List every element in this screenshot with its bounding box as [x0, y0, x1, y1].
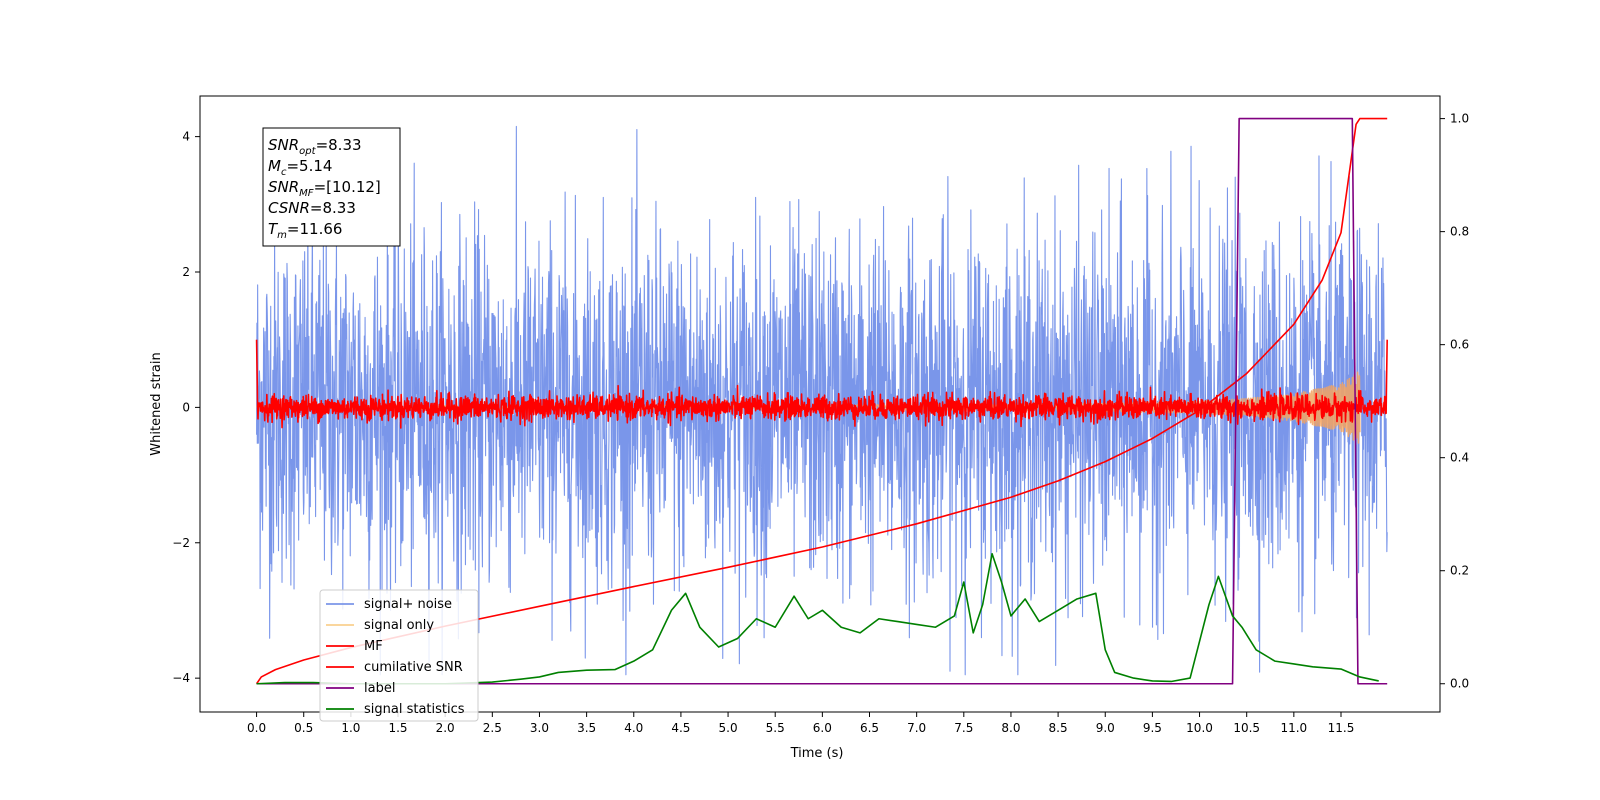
y-tick-label: 2: [182, 265, 190, 279]
series-line-signal-statistics: [256, 552, 1379, 685]
x-tick-label: 3.0: [530, 721, 549, 735]
axes-layer: 0.0 0.5 1.0 1.5 2.0 2.5 3.0 3.5 4.0 4.5 5.0 5.5 6.0 6…: [172, 95, 1469, 735]
x-tick-label: 7.5: [954, 721, 973, 735]
annotation-line: CSNR=8.33: [268, 199, 356, 217]
series-line-signal-noise: [256, 125, 1388, 676]
x-tick-label: 4.0: [624, 721, 643, 735]
y-right-tick-label: 0.4: [1450, 451, 1469, 465]
annotation-line: SNRopt=8.33: [268, 136, 362, 157]
legend-label: label: [364, 681, 395, 696]
y-right-tick-label: 0.2: [1450, 564, 1469, 578]
x-tick-label: 5.0: [719, 721, 738, 735]
legend-label: MF: [364, 639, 383, 654]
x-tick-label: 6.5: [860, 721, 879, 735]
series-line-mf: [255, 339, 1388, 429]
x-tick-label: 11.0: [1280, 721, 1307, 735]
x-tick-label: 0.5: [294, 721, 313, 735]
y-tick-label: −2: [172, 536, 190, 550]
annotation-line: Tm=11.66: [268, 220, 342, 241]
x-tick-label: 11.5: [1328, 721, 1355, 735]
x-tick-label: 1.5: [388, 721, 407, 735]
x-tick-label: 1.0: [341, 721, 360, 735]
x-tick-label: 3.5: [577, 721, 596, 735]
legend-label: signal+ noise: [364, 597, 452, 612]
y-tick-label: −4: [172, 671, 190, 685]
y-right-tick-label: 0.0: [1450, 677, 1469, 691]
y-tick-label: 0: [182, 400, 190, 414]
legend-label: cumilative SNR: [364, 660, 463, 675]
x-tick-label: 10.5: [1233, 721, 1260, 735]
x-tick-label: 0.0: [247, 721, 266, 735]
x-tick-label: 9.0: [1096, 721, 1115, 735]
x-tick-label: 4.5: [671, 721, 690, 735]
x-axis-label: Time (s): [790, 746, 844, 761]
y-right-tick-label: 1.0: [1450, 112, 1469, 126]
annotation-frame: [262, 127, 401, 247]
y-right-tick-label: 0.6: [1450, 338, 1469, 352]
annotation-line: Mc=5.14: [268, 157, 332, 178]
plot-frame: [199, 95, 1441, 713]
x-tick-label: 5.5: [766, 721, 785, 735]
x-tick-label: 10.0: [1186, 721, 1213, 735]
y-axis-label: Whitened strain: [149, 352, 164, 455]
x-tick-label: 2.5: [483, 721, 502, 735]
annotation-line: SNRMF=[10.12]: [268, 178, 381, 199]
y-tick-label: 4: [182, 130, 190, 144]
legend-label: signal only: [364, 618, 434, 633]
x-tick-label: 8.0: [1001, 721, 1020, 735]
legend-label: signal statistics: [364, 702, 465, 717]
x-tick-label: 2.0: [436, 721, 455, 735]
legend-frame: [319, 589, 479, 722]
x-tick-label: 9.5: [1143, 721, 1162, 735]
x-tick-label: 6.0: [813, 721, 832, 735]
legend: signal+ noise signal only MF cumilative SNR…: [319, 589, 479, 722]
series-line-label: [256, 117, 1388, 685]
x-tick-label: 8.5: [1049, 721, 1068, 735]
x-tick-label: 7.0: [907, 721, 926, 735]
y-right-tick-label: 0.8: [1450, 225, 1469, 239]
annotation-box: SNRopt=8.33Mc=5.14SNRMF=[10.12]CSNR=8.33…: [262, 127, 401, 247]
